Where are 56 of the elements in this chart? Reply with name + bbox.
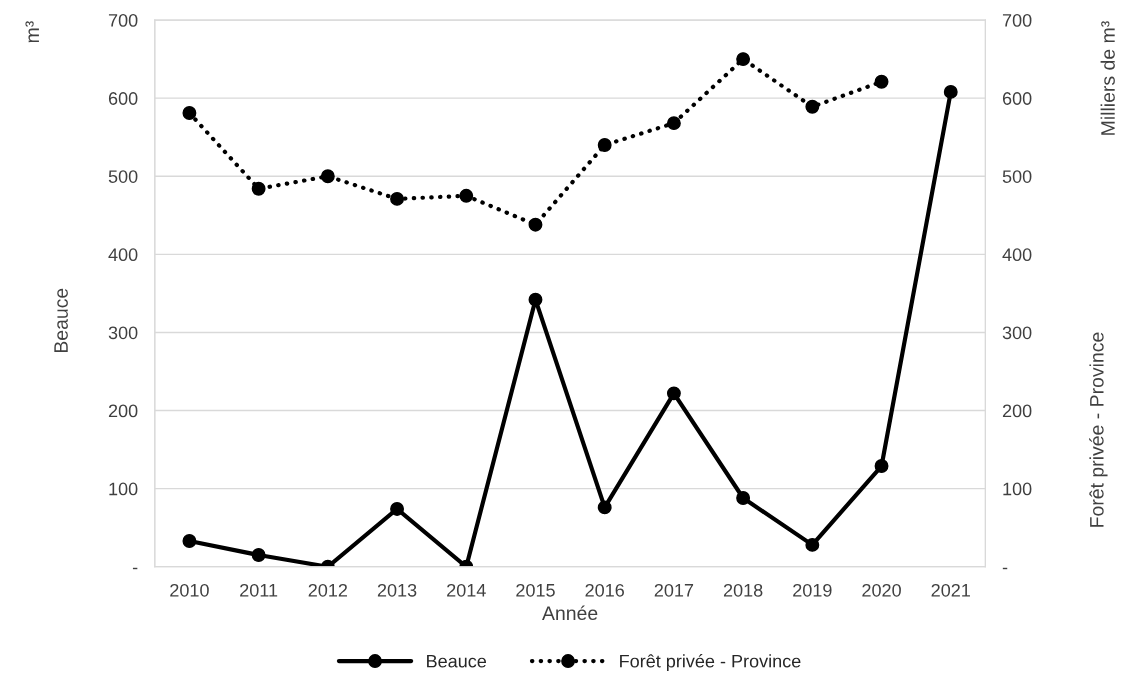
y-tick-label: 200 bbox=[108, 404, 138, 418]
point bbox=[528, 217, 543, 232]
text: m³ bbox=[25, 21, 39, 43]
y-tick-label: 100 bbox=[109, 482, 138, 496]
x-tick-label: 2018 bbox=[723, 583, 763, 597]
y-tick-label: 400 bbox=[108, 248, 138, 262]
y-tick-label: 600 bbox=[108, 92, 138, 105]
y2-tick-label: 600 bbox=[1002, 92, 1032, 105]
y2-tick-label: 300 bbox=[1002, 326, 1032, 340]
point bbox=[805, 99, 820, 114]
x-tick-label: 2012 bbox=[308, 583, 348, 597]
x-axis-title: Année bbox=[542, 605, 598, 621]
y2-tick-label: - bbox=[1002, 567, 1008, 570]
text: Milliers de m³ bbox=[1100, 21, 1115, 135]
point bbox=[597, 138, 612, 152]
x-tick-label: 2015 bbox=[516, 583, 555, 597]
x-tick-label: 2017 bbox=[654, 583, 694, 597]
point bbox=[528, 292, 543, 307]
point bbox=[320, 169, 335, 184]
x-tick-label: 2019 bbox=[793, 583, 832, 597]
point bbox=[874, 459, 889, 473]
y2-tick-label: 100 bbox=[1003, 482, 1032, 496]
point bbox=[597, 500, 612, 515]
point bbox=[459, 188, 474, 203]
point bbox=[874, 74, 889, 89]
point bbox=[182, 534, 197, 548]
point bbox=[943, 84, 958, 99]
legend-label: Forêt privée - Province bbox=[620, 654, 801, 672]
point bbox=[182, 106, 197, 120]
y2-tick-label: 700 bbox=[1002, 14, 1032, 27]
point bbox=[666, 386, 681, 401]
x-tick-label: 2016 bbox=[585, 583, 624, 597]
point bbox=[390, 502, 404, 516]
point bbox=[736, 52, 751, 67]
point bbox=[390, 191, 404, 206]
point bbox=[251, 181, 266, 196]
point bbox=[736, 491, 751, 505]
point bbox=[805, 537, 820, 552]
legend-label: Beauce bbox=[427, 654, 487, 668]
y-tick-label: - bbox=[132, 567, 138, 570]
y-axis-title: Beauce bbox=[54, 288, 68, 353]
x-tick-label: 2010 bbox=[170, 583, 209, 597]
x-tick-label: 2020 bbox=[862, 583, 901, 597]
x-tick-label: 2014 bbox=[447, 583, 486, 597]
y2-tick-label: 400 bbox=[1002, 248, 1032, 262]
x-tick-label: 2011 bbox=[240, 583, 278, 597]
y2-tick-label: 200 bbox=[1002, 404, 1032, 418]
y-tick-label: 500 bbox=[108, 170, 138, 183]
y2-tick-label: 500 bbox=[1002, 170, 1032, 183]
x-tick-label: 2021 bbox=[931, 583, 970, 597]
point bbox=[666, 116, 681, 131]
y-tick-label: 300 bbox=[108, 326, 138, 340]
y-tick-label: 700 bbox=[108, 14, 138, 27]
y2-axis-title: Forêt privée - Province bbox=[1089, 332, 1108, 527]
point bbox=[251, 548, 266, 562]
x-tick-label: 2013 bbox=[377, 583, 417, 597]
